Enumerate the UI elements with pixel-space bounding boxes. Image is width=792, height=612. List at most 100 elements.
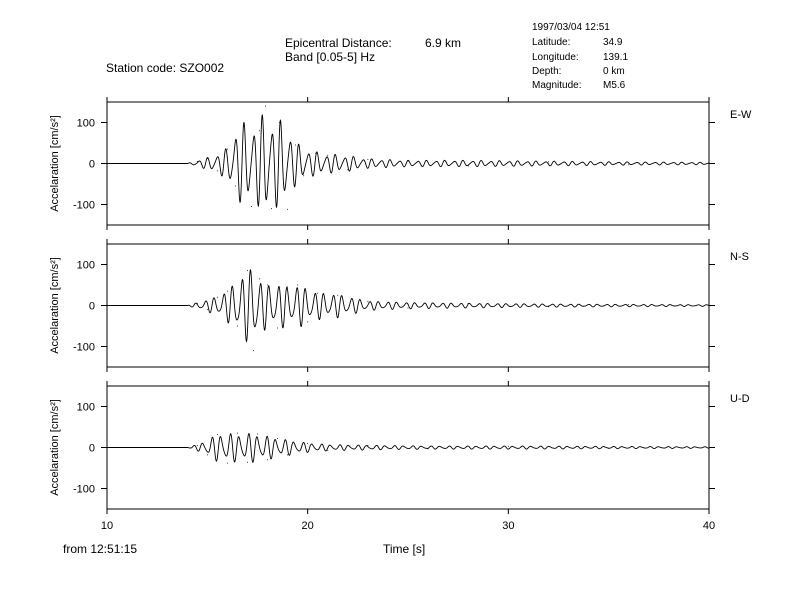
waveform-point: [250, 206, 252, 208]
waveform-point: [628, 304, 630, 306]
waveform-point: [196, 444, 198, 446]
y-tick-label: 0: [89, 301, 95, 313]
waveform-point: [196, 160, 198, 162]
waveform-point: [236, 432, 238, 434]
waveform-point: [226, 290, 228, 292]
x-tick-label: 10: [101, 520, 113, 532]
waveform-point: [303, 175, 305, 177]
waveform-point: [367, 158, 369, 160]
waveform-line: [187, 433, 709, 463]
y-tick-label: -100: [73, 484, 95, 496]
waveform-point: [267, 284, 269, 286]
latitude-label: Latitude:: [532, 37, 571, 48]
waveform-point: [186, 163, 188, 164]
waveform-point: [407, 307, 409, 309]
waveform-point: [267, 459, 269, 461]
depth-label: Depth:: [532, 66, 562, 77]
waveform-point: [315, 152, 317, 154]
waveform-line: [187, 114, 709, 209]
waveform-point: [216, 296, 218, 298]
panel-frame: [106, 243, 710, 368]
waveform-point: [206, 309, 208, 311]
component-label: U-D: [730, 393, 750, 405]
waveform-point: [242, 126, 244, 128]
waveform-point: [708, 447, 710, 448]
waveform-point: [265, 105, 267, 107]
waveform-point: [236, 325, 238, 327]
waveform-point: [259, 278, 261, 280]
waveform-point: [367, 444, 369, 446]
waveform-point: [252, 350, 254, 352]
waveform-point: [708, 163, 710, 164]
waveform-point: [547, 306, 549, 308]
longitude-label: Longitude:: [532, 52, 579, 63]
waveform-point: [206, 454, 208, 456]
y-tick-label: 0: [89, 159, 95, 171]
waveform-point: [467, 302, 469, 304]
longitude-value: 139.1: [603, 52, 629, 63]
waveform-point: [186, 305, 188, 306]
waveform-point: [337, 294, 339, 296]
y-tick-label: 0: [89, 443, 95, 455]
waveform-point: [206, 158, 208, 160]
panel-frame: [106, 385, 710, 510]
magnitude-label: Magnitude:: [532, 80, 582, 91]
y-tick-label: -100: [73, 200, 95, 212]
waveform-point: [427, 448, 429, 450]
x-tick-label: 40: [703, 520, 715, 532]
y-tick-label: 100: [77, 260, 95, 272]
waveform-point: [287, 208, 289, 210]
event-datetime: 1997/03/04 12:51: [532, 22, 610, 33]
waveform-point: [327, 154, 329, 156]
waveform-point: [226, 462, 228, 464]
waveform-point: [295, 144, 297, 146]
station-code: Station code: SZO002: [106, 61, 225, 75]
waveform-point: [708, 305, 710, 306]
waveform-point: [277, 327, 279, 329]
y-tick-label: 100: [77, 118, 95, 130]
component-label: N-S: [730, 251, 749, 263]
waveform-point: [287, 454, 289, 456]
start-time-label: from 12:51:15: [63, 542, 138, 556]
panel-frame: [106, 101, 710, 226]
waveform-point: [467, 165, 469, 167]
waveform-point: [547, 161, 549, 163]
waveform-point: [196, 302, 198, 304]
waveform-point: [407, 160, 409, 162]
waveform-point: [259, 130, 261, 132]
waveform-point: [277, 437, 279, 439]
band-label: Band [0.05-5] Hz: [285, 50, 376, 64]
component-label: E-W: [730, 109, 752, 121]
epicentral-distance-value: 6.9 km: [425, 36, 462, 50]
waveform-point: [347, 169, 349, 171]
waveform-point: [186, 447, 188, 448]
magnitude-value: M5.6: [603, 80, 626, 91]
waveform-point: [257, 433, 258, 435]
waveform-point: [226, 148, 228, 150]
waveform-point: [307, 442, 309, 444]
y-axis-label: Accelaration [cm/s²]: [49, 257, 61, 354]
waveform-point: [287, 286, 289, 288]
latitude-value: 34.9: [603, 37, 623, 48]
waveform-point: [628, 164, 630, 166]
waveform-point: [367, 300, 369, 302]
depth-value: 0 km: [603, 66, 625, 77]
y-axis-label: Accelaration [cm/s²]: [49, 115, 61, 212]
waveform-point: [279, 122, 281, 123]
waveform-point: [307, 321, 309, 323]
waveform-line: [187, 268, 709, 343]
waveform-point: [234, 185, 236, 187]
x-tick-label: 30: [502, 520, 514, 532]
y-axis-label: Accelaration [cm/s²]: [49, 399, 61, 496]
waveform-point: [216, 170, 218, 172]
waveform-point: [507, 445, 509, 447]
x-axis-label: Time [s]: [383, 542, 426, 556]
waveform-point: [246, 270, 248, 272]
waveform-point: [297, 284, 299, 286]
waveform-point: [327, 449, 329, 451]
waveform-point: [608, 447, 610, 449]
waveform-point: [271, 208, 273, 210]
y-tick-label: -100: [73, 342, 95, 354]
waveform-point: [216, 433, 218, 435]
